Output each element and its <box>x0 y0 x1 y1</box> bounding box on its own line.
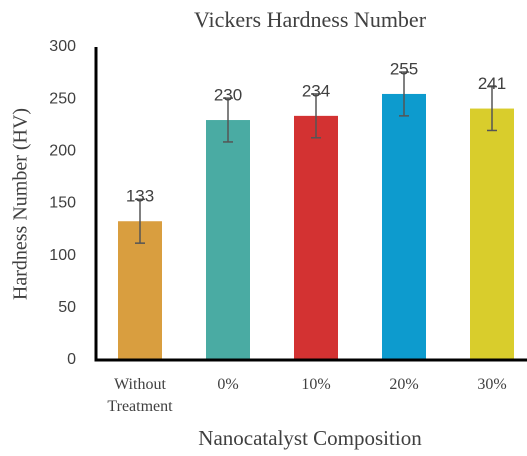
data-label: 230 <box>214 86 242 105</box>
bar <box>118 221 162 360</box>
y-tick-label: 0 <box>67 351 76 368</box>
data-label: 133 <box>126 187 154 206</box>
x-tick-label: 10% <box>301 376 331 393</box>
bar <box>206 120 250 361</box>
error-bar <box>135 198 145 244</box>
error-bar <box>311 93 321 139</box>
y-tick-label: 50 <box>58 299 76 316</box>
x-tick-label: 20% <box>389 376 419 393</box>
y-tick-label: 250 <box>49 90 76 107</box>
data-label: 234 <box>302 81 330 100</box>
chart-title: Vickers Hardness Number <box>194 7 427 32</box>
error-bar <box>223 97 233 143</box>
y-tick-label: 200 <box>49 143 76 160</box>
data-label: 241 <box>478 74 506 93</box>
bar <box>470 108 514 360</box>
bar <box>382 93 426 360</box>
error-bar <box>487 85 497 132</box>
x-tick-label: Without Treatment <box>107 376 173 415</box>
x-tick-label: 0% <box>217 376 239 393</box>
x-axis-label: Nanocatalyst Composition <box>198 426 422 450</box>
x-tick-label: 30% <box>477 376 507 393</box>
y-tick-label: 150 <box>49 195 76 212</box>
error-bar <box>399 71 409 117</box>
y-tick-label: 300 <box>49 38 76 55</box>
y-tick-label: 100 <box>49 247 76 264</box>
bar <box>294 115 338 360</box>
y-axis-label: Hardness Number (HV) <box>10 108 32 300</box>
data-label: 255 <box>390 59 418 78</box>
